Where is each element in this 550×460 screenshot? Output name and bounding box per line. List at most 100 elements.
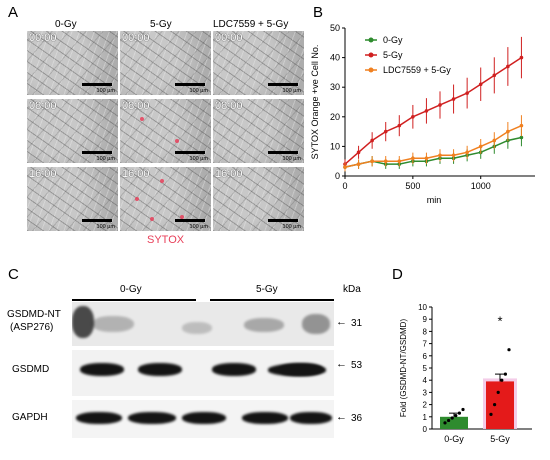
data-point xyxy=(500,378,504,382)
series-point xyxy=(519,135,524,140)
series-point xyxy=(383,129,388,134)
micrograph-tile: 00:00 100 µm xyxy=(120,31,211,95)
group-line-0gy xyxy=(72,299,196,301)
x-tick-label: 500 xyxy=(405,181,420,191)
series-point xyxy=(370,159,374,163)
timestamp-label: 08:00 xyxy=(122,100,150,112)
timestamp-label: 16:00 xyxy=(29,168,57,180)
series-point xyxy=(397,159,402,163)
data-point xyxy=(507,348,511,352)
timestamp-label: 00:00 xyxy=(29,32,57,44)
scale-bar xyxy=(175,151,205,154)
arrow-53-icon: ← xyxy=(336,358,347,370)
series-line xyxy=(344,124,522,168)
timestamp-label: 00:00 xyxy=(215,32,243,44)
scale-bar xyxy=(268,219,298,222)
legend-marker xyxy=(368,52,374,58)
y-tick-label: 2 xyxy=(423,401,428,410)
micrograph-tile: 16:00 100 µm xyxy=(27,167,118,231)
row-label-gsdmd-nt-line2: (ASP276) xyxy=(10,322,54,333)
series-point xyxy=(478,144,483,149)
scale-bar xyxy=(268,151,298,154)
y-tick-label: 9 xyxy=(423,315,428,324)
x-axis-label: min xyxy=(427,195,442,205)
category-label: 0-Gy xyxy=(444,434,464,444)
bar xyxy=(486,381,514,429)
scale-bar xyxy=(175,83,205,86)
scale-bar-label: 100 µm xyxy=(189,156,208,162)
series-point xyxy=(451,97,456,101)
x-tick-label: 1000 xyxy=(471,181,491,191)
legend-label: 0-Gy xyxy=(383,35,403,45)
blot-gapdh xyxy=(72,400,334,438)
micrograph-tile: 08:00 100 µm xyxy=(120,99,211,163)
scale-bar xyxy=(82,151,112,154)
series-point xyxy=(519,55,524,60)
series-point xyxy=(356,150,361,155)
col-header-0gy: 0-Gy xyxy=(55,19,77,30)
y-tick-label: 6 xyxy=(423,352,428,361)
group-label-5gy: 5-Gy xyxy=(256,284,278,295)
panel-c-letter: C xyxy=(8,266,19,283)
group-label-0gy: 0-Gy xyxy=(120,284,142,295)
panel-b-letter: B xyxy=(313,4,324,21)
kda-31: 31 xyxy=(351,318,363,329)
series-point xyxy=(343,165,347,169)
sytox-label: SYTOX xyxy=(147,234,185,246)
y-tick-label: 0 xyxy=(335,171,340,181)
legend-label: LDC7559 + 5-Gy xyxy=(383,65,451,75)
kda-header: kDa xyxy=(343,284,361,295)
scale-bar-label: 100 µm xyxy=(96,156,115,162)
timestamp-label: 08:00 xyxy=(215,100,243,112)
fold-change-bar-chart: 0 1 2 3 4 5 6 7 8 9 10 Fold (GSDMD-NT/GSDMD) 0-Gy 5-G… xyxy=(399,303,532,444)
sytox-spot xyxy=(150,217,154,221)
timestamp-label: 00:00 xyxy=(122,32,150,44)
panel-a-letter: A xyxy=(8,4,19,21)
y-axis-label: SYTOX Orange +ve Cell No. xyxy=(310,45,320,160)
scale-bar-label: 100 µm xyxy=(189,224,208,230)
series-point xyxy=(370,138,374,143)
sytox-spot xyxy=(140,117,144,121)
micrograph-tile: 00:00 100 µm xyxy=(213,31,304,95)
blot-gsdmd-nt xyxy=(72,302,334,346)
scale-bar-label: 100 µm xyxy=(96,88,115,94)
series-point xyxy=(438,153,442,158)
scale-bar-label: 100 µm xyxy=(189,88,208,94)
scale-bar-label: 100 µm xyxy=(282,156,301,162)
y-tick-label: 7 xyxy=(423,340,428,349)
row-label-gsdmd: GSDMD xyxy=(12,364,50,375)
group-line-5gy xyxy=(210,299,334,301)
sytox-spot xyxy=(180,215,184,219)
series-point xyxy=(424,109,429,113)
timestamp-label: 16:00 xyxy=(215,168,243,180)
scale-bar-label: 100 µm xyxy=(282,224,301,230)
series-point xyxy=(465,150,469,155)
arrow-36-icon: ← xyxy=(336,411,347,423)
y-tick-label: 0 xyxy=(423,425,428,434)
y-tick-label: 8 xyxy=(423,327,428,336)
blot-gsdmd xyxy=(72,350,334,396)
data-point xyxy=(447,418,451,423)
y-tick-label: 10 xyxy=(330,141,340,151)
data-point xyxy=(457,411,461,415)
series-point xyxy=(492,138,497,143)
series-point xyxy=(451,153,456,158)
series-point xyxy=(465,91,469,95)
y-axis-label: Fold (GSDMD-NT/GSDMD) xyxy=(399,319,408,418)
scale-bar xyxy=(268,83,298,86)
arrow-31-icon: ← xyxy=(336,316,347,328)
col-header-5gy: 5-Gy xyxy=(150,19,172,30)
data-point xyxy=(454,413,458,418)
y-tick-label: 5 xyxy=(423,364,428,373)
series-point xyxy=(492,73,497,78)
series-point xyxy=(506,64,510,69)
panel-d-letter: D xyxy=(392,266,403,283)
legend-label: 5-Gy xyxy=(383,50,403,60)
micrograph-tile: 16:00 100 µm xyxy=(120,167,211,231)
legend-marker xyxy=(368,67,374,73)
scale-bar xyxy=(82,83,112,86)
y-tick-label: 4 xyxy=(423,376,428,385)
data-point xyxy=(496,390,500,394)
data-point xyxy=(489,412,493,416)
